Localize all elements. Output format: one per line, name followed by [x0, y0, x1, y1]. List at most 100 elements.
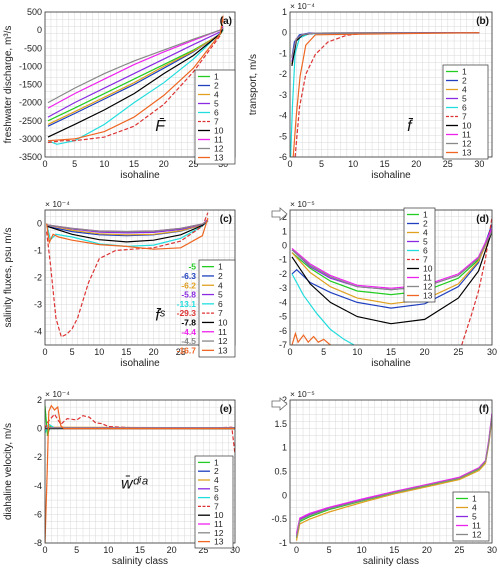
- y-tick-label: 0: [282, 490, 287, 500]
- legend-entry: 5: [214, 484, 219, 494]
- x-tick-label: 25: [454, 545, 464, 555]
- x-tick-label: 0: [287, 347, 292, 357]
- y-tick-label: -1000: [19, 61, 42, 71]
- x-tick-label: 30: [487, 545, 497, 555]
- legend-entry: 4: [214, 475, 219, 485]
- series-line-11: [291, 228, 492, 289]
- series-line-6: [291, 273, 355, 345]
- x-axis-label: isohaline: [120, 358, 160, 369]
- legend-entry: 10: [218, 317, 228, 327]
- y-tick-label: -500: [24, 43, 42, 53]
- y-axis-label: transport, m/s: [248, 54, 259, 115]
- legend-entry: 10: [423, 264, 433, 274]
- x-tick-label: 30: [487, 347, 497, 357]
- legend-entry: 5: [218, 290, 223, 300]
- series-line-7: [46, 212, 209, 338]
- legend-entry: 5: [423, 237, 428, 247]
- math-annotation: F̄: [155, 117, 166, 134]
- axes-frame: [289, 209, 493, 346]
- axes-frame: [44, 399, 236, 544]
- legend-entry: 13: [214, 153, 224, 163]
- x-tick-label: 5: [70, 347, 75, 357]
- x-axis-label: salinity class: [112, 556, 168, 567]
- x-tick-label: 10: [99, 159, 109, 169]
- y-tick-label: -1500: [19, 80, 42, 90]
- legend-entry: 7: [218, 308, 223, 318]
- side-value: -5.8: [181, 290, 196, 300]
- legend-entry: 5: [462, 94, 467, 104]
- series-line-12: [47, 27, 224, 104]
- side-value: -6.2: [181, 280, 196, 290]
- y-tick-label: 0.5: [274, 467, 287, 477]
- legend-entry: 1: [462, 67, 467, 77]
- x-tick-label: 20: [420, 347, 430, 357]
- x-tick-label: 15: [135, 545, 145, 555]
- x-tick-label: 0: [42, 347, 47, 357]
- legend-entry: 12: [214, 144, 224, 154]
- series-line-12: [291, 231, 492, 291]
- x-tick-label: 0: [294, 545, 299, 555]
- series-line-1: [291, 231, 492, 296]
- legend-entry: 10: [214, 126, 224, 136]
- legend-entry: 2: [214, 81, 219, 91]
- series-line-13: [47, 15, 224, 142]
- y-tick-label: -8: [34, 538, 42, 548]
- legend-entry: 11: [423, 273, 432, 283]
- series-line-10: [46, 220, 209, 243]
- legend-entry: 2: [423, 219, 428, 229]
- y-axis-label: diahaline velocity, m/s: [3, 423, 14, 520]
- legend-entry: 1: [218, 262, 223, 272]
- panel-1: 0 5 10 15 20 25 30-6-5-4-3-2-101isohalinetrans…: [248, 1, 493, 181]
- y-tick-label: -3: [279, 90, 287, 100]
- x-axis-label: isohaline: [371, 170, 411, 181]
- series-line-10: [47, 28, 224, 138]
- x-tick-label: 25: [198, 545, 208, 555]
- math-annotation: f̄ˢ: [155, 307, 165, 324]
- y-tick-label: 2: [37, 395, 42, 405]
- side-value: -5: [188, 262, 196, 272]
- legend-entry: 4: [214, 90, 219, 100]
- x-tick-label: 25: [443, 159, 453, 169]
- legend-entry: 12: [423, 282, 433, 292]
- side-value: -29.3: [177, 308, 197, 318]
- x-tick-label: 5: [321, 347, 326, 357]
- side-value: -4.5: [181, 336, 196, 346]
- y-tick-label: -2: [34, 273, 42, 283]
- legend-entry: 2: [218, 271, 223, 281]
- y-tick-label: 0: [282, 28, 287, 38]
- axes-frame: [289, 11, 493, 158]
- legend-entry: 4: [472, 503, 477, 513]
- x-tick-label: 25: [188, 159, 198, 169]
- series-line-13: [292, 32, 480, 157]
- legend-entry: 4: [423, 228, 428, 238]
- series-line-4: [291, 231, 492, 305]
- y-tick-label: -5: [279, 131, 287, 141]
- legend-entry: 7: [214, 117, 219, 127]
- panel-0: 051015202530-3500-3000-2500-2000-1500-10…: [3, 7, 236, 181]
- legend-box: [198, 259, 236, 358]
- y-tick-label: 0: [37, 219, 42, 229]
- y-tick-label: 0: [37, 424, 42, 434]
- legend-entry: 13: [462, 148, 472, 158]
- legend-entry: 6: [214, 108, 219, 118]
- y-tick-label: -3: [34, 300, 42, 310]
- legend-entry: 4: [462, 85, 467, 95]
- legend-entry: 10: [214, 510, 224, 520]
- y-tick-label: 0: [37, 25, 42, 35]
- legend-entry: 11: [462, 130, 471, 140]
- y-scale-label: × 10⁻⁵: [290, 199, 315, 209]
- legend-entry: 2: [214, 466, 219, 476]
- legend-entry: 1: [214, 72, 219, 82]
- legend-entry: 11: [214, 519, 223, 529]
- y-tick-label: -7: [279, 340, 287, 350]
- legend-entry: 7: [423, 255, 428, 265]
- legend-entry: 1: [472, 494, 477, 504]
- panel-tag: (b): [476, 16, 489, 27]
- x-tick-label: 25: [176, 347, 186, 357]
- legend-entry: 11: [214, 135, 223, 145]
- y-tick-label: 1: [282, 7, 287, 17]
- x-tick-label: 25: [453, 347, 463, 357]
